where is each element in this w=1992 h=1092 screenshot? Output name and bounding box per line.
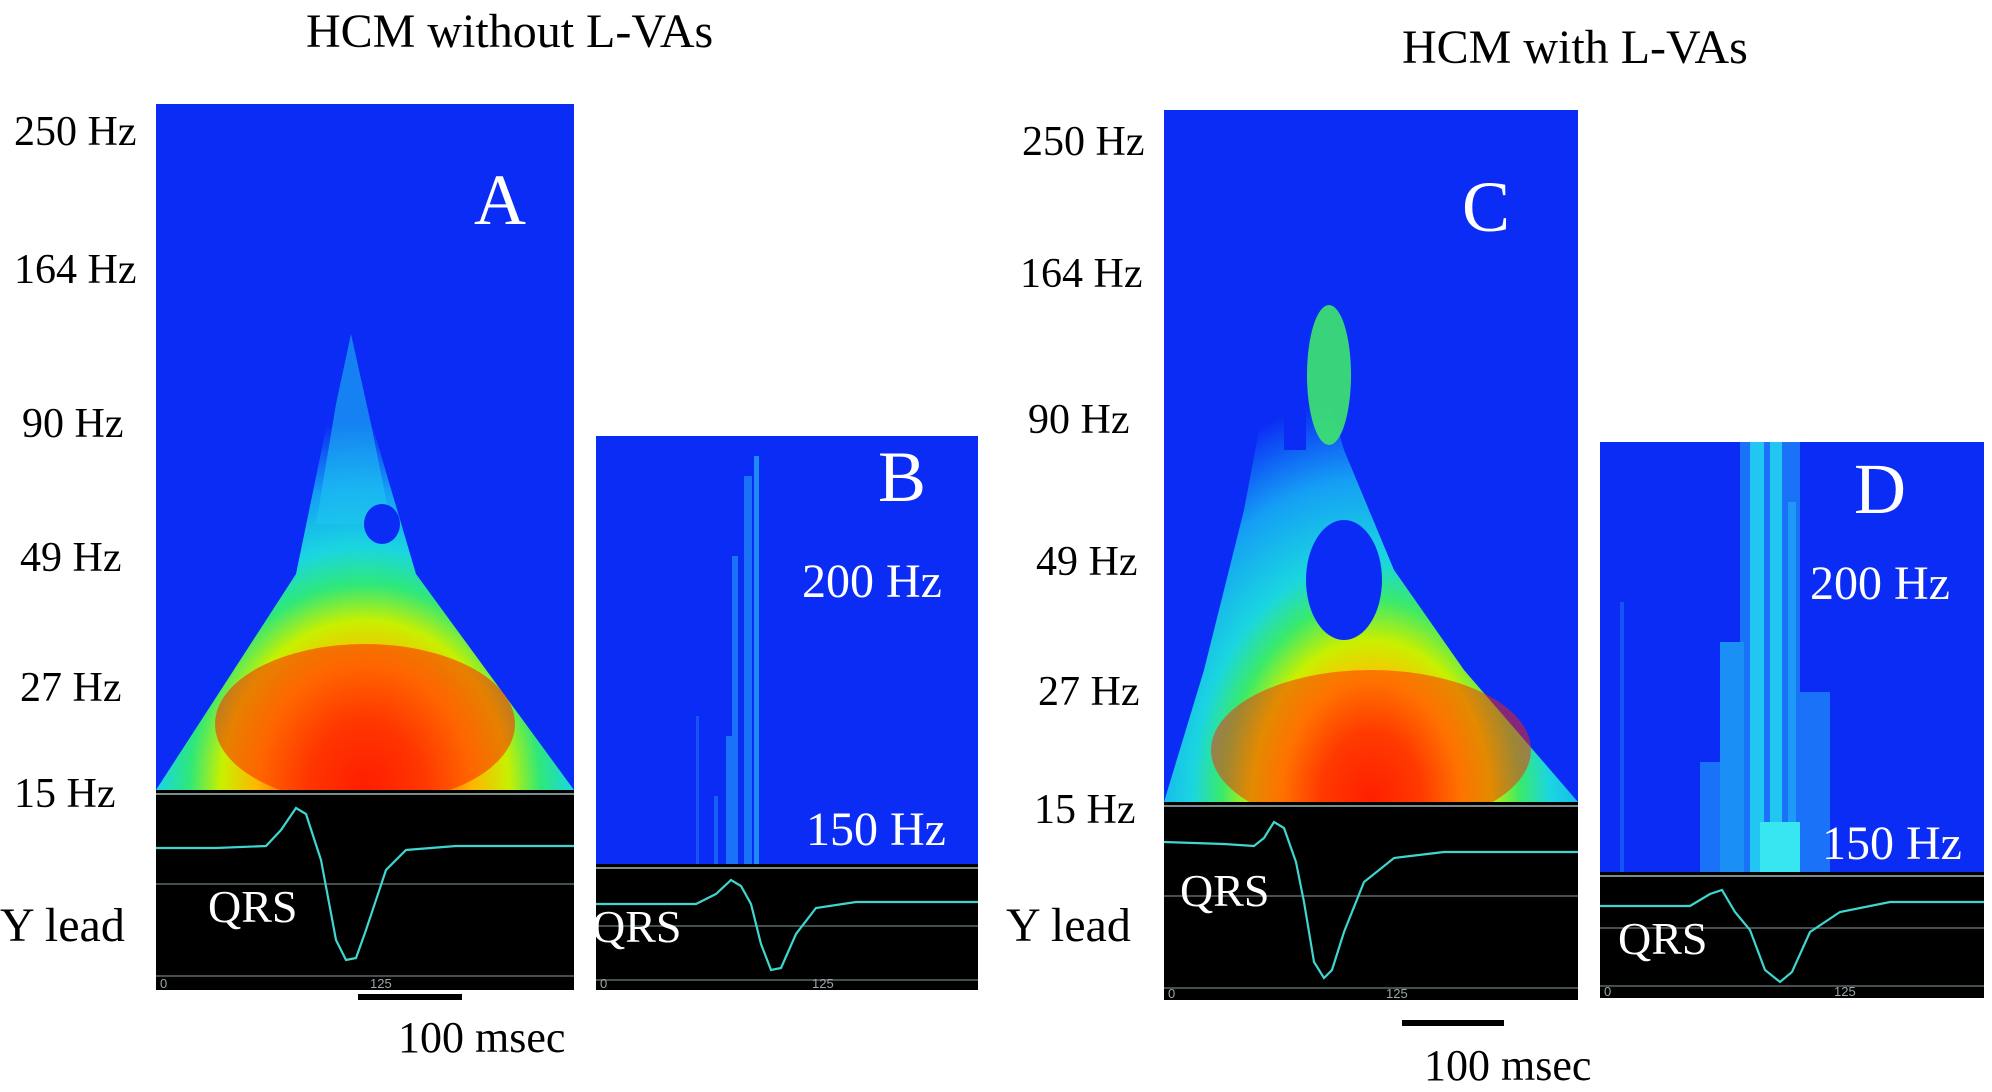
freq-label-27-right: 27 Hz xyxy=(1038,669,1140,715)
panel-a-letter: A xyxy=(474,160,526,240)
panel-b-freq-bottom: 150 Hz xyxy=(806,803,946,856)
freq-label-250-right: 250 Hz xyxy=(1022,119,1145,165)
panel-a-ecg: 0 125 QRS xyxy=(156,790,574,990)
right-group-title: HCM with L-VAs xyxy=(1402,21,1748,74)
panel-b-tick-125: 125 xyxy=(812,976,834,990)
panel-d-letter: D xyxy=(1854,449,1906,529)
scale-label-left: 100 msec xyxy=(398,1013,566,1062)
freq-label-90-right: 90 Hz xyxy=(1028,397,1130,443)
freq-label-15-right: 15 Hz xyxy=(1034,787,1136,833)
panel-d-tick-125: 125 xyxy=(1834,984,1856,998)
panel-a-qrs-label: QRS xyxy=(208,881,298,932)
panel-a-spectrogram: A xyxy=(156,104,574,790)
panel-a-tick-125: 125 xyxy=(370,976,392,990)
scale-label-right: 100 msec xyxy=(1424,1041,1592,1090)
freq-label-164-right: 164 Hz xyxy=(1020,251,1143,297)
freq-label-15: 15 Hz xyxy=(14,771,116,817)
panel-c-tick-125: 125 xyxy=(1386,986,1408,1000)
scale-bar-right xyxy=(1402,1020,1504,1026)
freq-label-90: 90 Hz xyxy=(22,401,124,447)
panel-b-letter: B xyxy=(878,437,927,517)
panel-c-ecg: 0 125 QRS xyxy=(1164,802,1578,1000)
y-lead-label-right: Y lead xyxy=(1006,899,1131,952)
scale-bar-left xyxy=(358,994,462,1000)
panel-d-spectrogram: D 200 Hz 150 Hz xyxy=(1600,442,1984,872)
panel-d-freq-bottom: 150 Hz xyxy=(1822,817,1962,870)
panel-a-tick-0: 0 xyxy=(160,976,167,990)
panel-b-spectrogram: B 200 Hz 150 Hz xyxy=(596,436,978,864)
panel-b-freq-top: 200 Hz xyxy=(802,555,942,608)
freq-label-49-right: 49 Hz xyxy=(1036,539,1138,585)
y-lead-label-left: Y lead xyxy=(0,899,125,952)
freq-label-49: 49 Hz xyxy=(20,535,122,581)
panel-c-tick-0: 0 xyxy=(1168,986,1175,1000)
panel-c-letter: C xyxy=(1462,167,1511,247)
panel-c-qrs-label: QRS xyxy=(1180,865,1270,916)
panel-c-spectrogram: C xyxy=(1164,110,1578,802)
panel-b-ecg: 0 125 QRS xyxy=(592,864,978,990)
panel-b-qrs-label: QRS xyxy=(592,901,682,952)
panel-d-ecg: 0 125 QRS xyxy=(1600,872,1984,998)
panel-b-tick-0: 0 xyxy=(600,976,607,990)
panel-d-tick-0: 0 xyxy=(1604,984,1611,998)
left-group-title: HCM without L-VAs xyxy=(306,5,714,58)
panel-d-freq-top: 200 Hz xyxy=(1810,557,1950,610)
freq-label-164: 164 Hz xyxy=(14,247,137,293)
freq-label-250: 250 Hz xyxy=(14,109,137,155)
panel-d-qrs-label: QRS xyxy=(1618,913,1708,964)
freq-label-27: 27 Hz xyxy=(20,665,122,711)
